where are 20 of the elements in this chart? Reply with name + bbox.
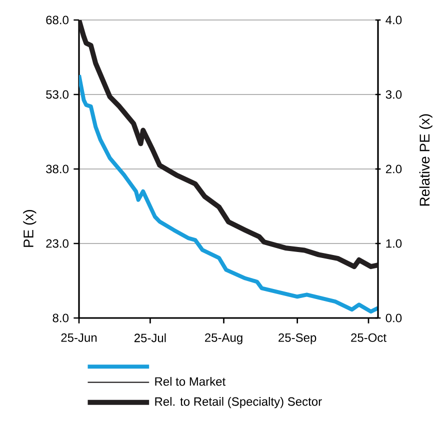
text: Rel. to Retail (Specialty) Sector	[155, 396, 322, 408]
x-tick-label: 25-Aug	[205, 333, 242, 344]
x-tick-label: 25-Oct	[351, 333, 386, 342]
y-axis-title: PE (x)	[23, 210, 36, 247]
y2-axis-title: Relative PE (x)	[419, 114, 432, 206]
y-tick-label: 38.0	[46, 164, 68, 174]
y-tick-label: 68.0	[46, 16, 68, 24]
y-tick-label: 23.0	[46, 239, 68, 248]
x-tick-label: 25-Jun	[61, 333, 97, 342]
line-series	[79, 73, 378, 314]
y2-tick-label: 2.0	[386, 164, 402, 174]
x-tick-label: 25-Jul	[134, 333, 166, 342]
y2-tick-label: 4.0	[386, 16, 402, 24]
y2-tick-label: 3.0	[386, 90, 402, 99]
y-tick-label: 8.0	[52, 314, 68, 322]
x-tick-label: 25-Sep	[278, 333, 316, 344]
y2-tick-label: 0.0	[386, 314, 402, 322]
legend-label: Rel to Market	[155, 376, 226, 386]
y-tick-label: 53.0	[46, 90, 68, 99]
y2-tick-label: 1.0	[386, 239, 402, 248]
